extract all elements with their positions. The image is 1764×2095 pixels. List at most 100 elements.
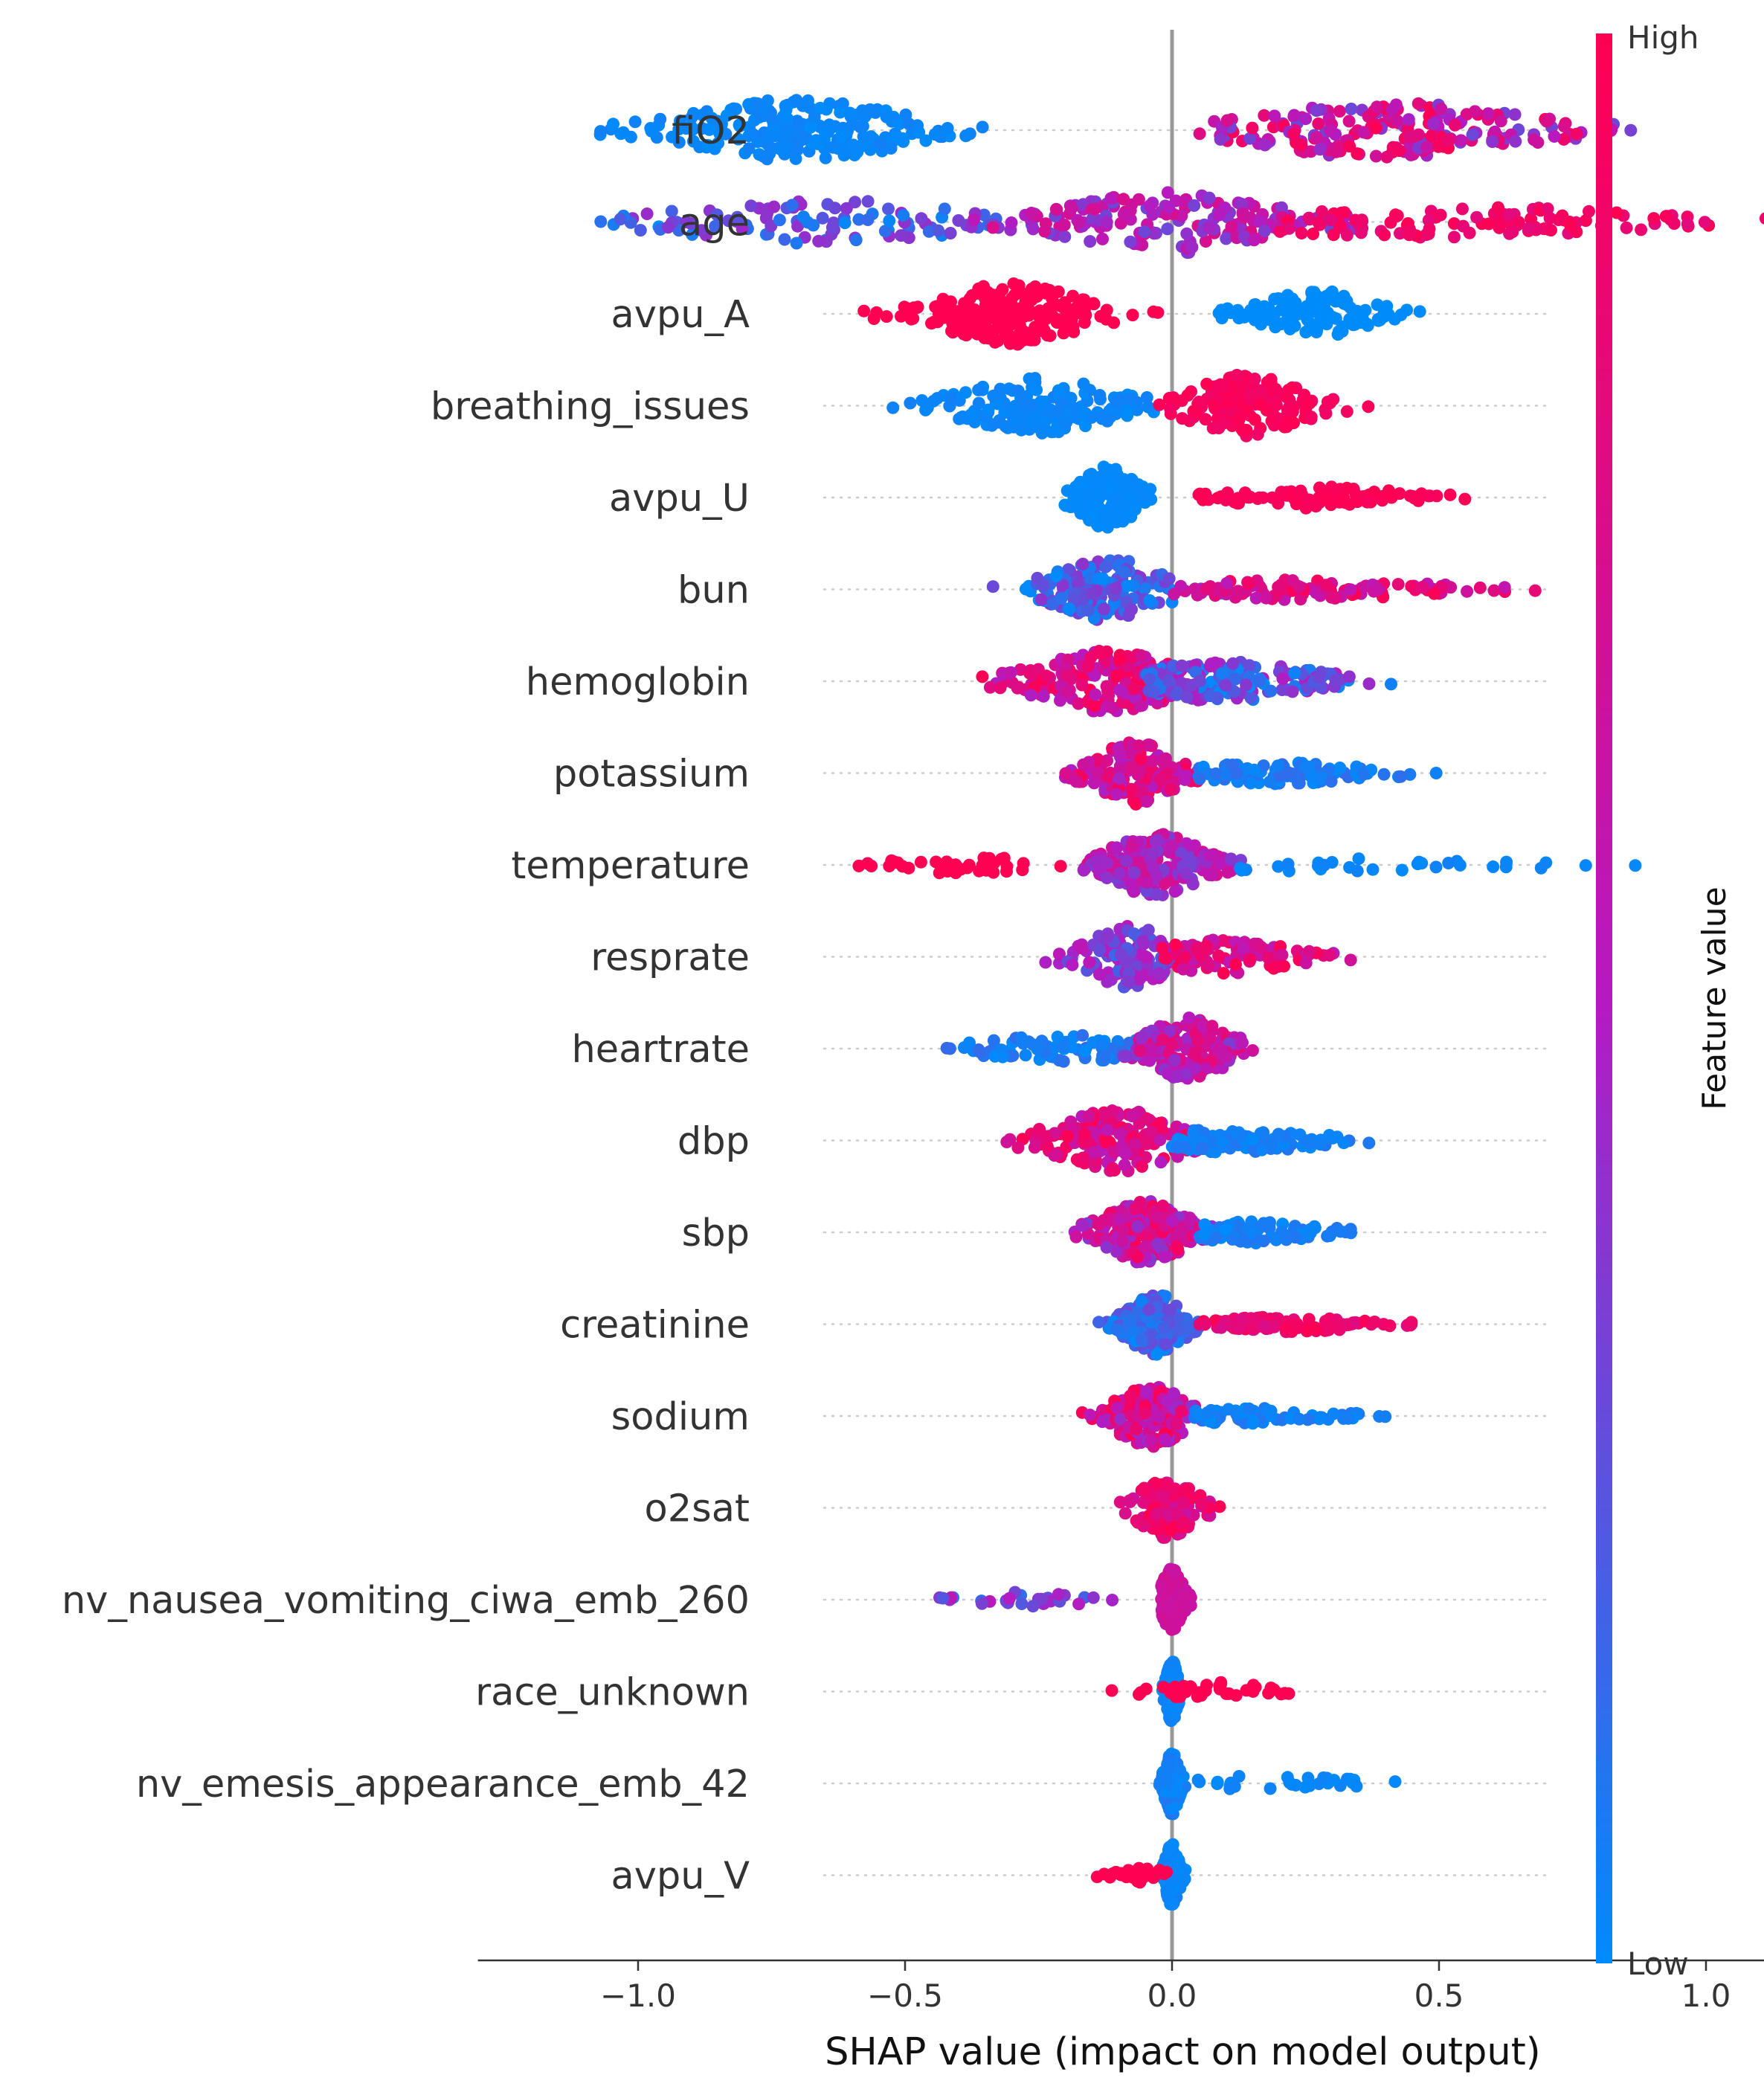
- data-point: [735, 222, 749, 236]
- data-point: [915, 212, 928, 225]
- feature-dots-row: [986, 554, 1542, 626]
- data-point: [1101, 857, 1114, 870]
- data-point: [954, 863, 968, 876]
- data-point: [1011, 384, 1025, 398]
- data-point: [972, 383, 985, 396]
- data-point: [1229, 958, 1242, 971]
- data-point: [1125, 760, 1139, 773]
- feature-dots-row: [976, 645, 1397, 718]
- data-point: [865, 860, 878, 872]
- data-point: [1541, 202, 1554, 216]
- data-point: [1286, 574, 1299, 588]
- data-point: [1190, 942, 1203, 956]
- data-point: [791, 115, 804, 128]
- data-point: [1362, 677, 1376, 690]
- data-point: [1261, 1403, 1274, 1417]
- data-point: [1278, 420, 1291, 434]
- data-point: [1280, 1233, 1293, 1246]
- data-point: [1237, 310, 1251, 324]
- data-point: [1441, 134, 1454, 147]
- data-point: [1212, 422, 1226, 434]
- data-point: [1026, 222, 1040, 236]
- data-point: [757, 149, 770, 163]
- data-point: [1226, 657, 1240, 670]
- data-point: [1361, 319, 1374, 332]
- data-point: [816, 211, 829, 225]
- data-point: [1313, 143, 1327, 156]
- data-point: [1150, 1348, 1163, 1361]
- data-point: [1287, 109, 1301, 122]
- data-point: [1509, 135, 1522, 148]
- data-point: [1412, 128, 1425, 141]
- data-point: [1230, 369, 1243, 382]
- data-point: [1281, 857, 1295, 871]
- data-point: [1681, 217, 1694, 231]
- data-point: [785, 199, 799, 212]
- data-point: [1025, 207, 1038, 219]
- data-point: [742, 129, 756, 143]
- data-point: [1269, 399, 1283, 411]
- data-point: [1128, 503, 1142, 516]
- data-point: [1088, 699, 1101, 712]
- feature-dots-row: [857, 277, 1426, 351]
- data-point: [1130, 1250, 1144, 1264]
- data-point: [1082, 1110, 1095, 1123]
- data-point: [1230, 767, 1243, 780]
- data-point: [1254, 398, 1267, 411]
- data-point: [863, 143, 877, 156]
- data-point: [1140, 391, 1153, 404]
- data-point: [1265, 1137, 1278, 1151]
- data-point: [1149, 834, 1162, 848]
- data-point: [1624, 123, 1638, 137]
- data-point: [1570, 127, 1583, 141]
- data-point: [1200, 377, 1214, 390]
- data-point: [1086, 512, 1099, 525]
- data-point: [959, 129, 973, 143]
- data-point: [1091, 765, 1104, 778]
- data-point: [701, 138, 715, 152]
- data-point: [1073, 477, 1087, 490]
- data-point: [945, 324, 958, 338]
- data-point: [1378, 228, 1391, 242]
- data-point: [997, 852, 1011, 865]
- data-point: [1168, 885, 1182, 898]
- data-point: [1199, 235, 1212, 248]
- data-point: [1406, 490, 1420, 503]
- data-point: [914, 855, 927, 869]
- data-point: [640, 207, 654, 220]
- data-point: [867, 312, 881, 325]
- data-point: [1313, 218, 1327, 231]
- data-point: [1175, 394, 1188, 408]
- data-point: [941, 865, 954, 878]
- feature-dots-row: [593, 94, 1638, 166]
- data-point: [1066, 958, 1079, 971]
- data-point: [1072, 1597, 1086, 1611]
- data-point: [1193, 772, 1206, 785]
- data-point: [1135, 1333, 1148, 1346]
- data-point: [901, 302, 914, 315]
- data-point: [1093, 486, 1107, 499]
- data-point: [791, 219, 805, 233]
- data-point: [1220, 232, 1233, 245]
- data-point: [1345, 317, 1358, 330]
- data-point: [1161, 222, 1174, 236]
- data-point: [686, 122, 699, 135]
- data-point: [1242, 577, 1255, 590]
- data-point: [1379, 1410, 1392, 1423]
- data-point: [1253, 215, 1266, 228]
- data-point: [1011, 1141, 1025, 1154]
- data-point: [973, 864, 986, 878]
- data-point: [1220, 114, 1234, 127]
- data-point: [1237, 230, 1251, 243]
- data-point: [1426, 117, 1440, 130]
- data-point: [897, 209, 910, 222]
- data-point: [1000, 1136, 1014, 1148]
- data-point: [1214, 1321, 1228, 1334]
- data-point: [617, 126, 630, 139]
- data-point: [1113, 1127, 1127, 1141]
- data-point: [1322, 1323, 1336, 1336]
- data-point: [1329, 312, 1342, 325]
- data-point: [1235, 197, 1248, 210]
- data-point: [999, 419, 1012, 433]
- data-point: [959, 318, 973, 332]
